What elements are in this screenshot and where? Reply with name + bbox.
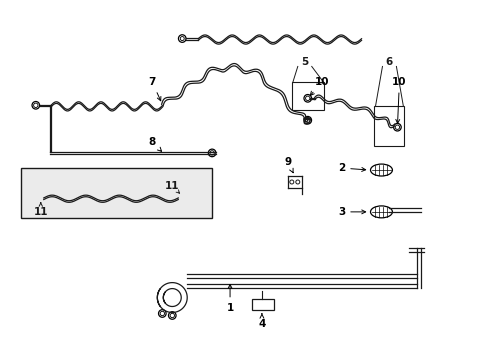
Text: 5: 5	[301, 58, 308, 67]
Text: 8: 8	[148, 137, 161, 151]
Text: 9: 9	[284, 157, 292, 173]
Bar	[251, 298, 273, 310]
Text: 4: 4	[258, 314, 265, 329]
Text: 6: 6	[385, 58, 392, 67]
Text: 10: 10	[391, 77, 406, 123]
Text: 2: 2	[337, 163, 365, 173]
Text: 7: 7	[148, 77, 161, 101]
Bar	[374, 106, 404, 146]
Text: 11: 11	[34, 207, 48, 217]
Text: 10: 10	[310, 77, 328, 95]
Text: 1: 1	[226, 284, 233, 312]
Bar	[21, 168, 212, 218]
Text: 3: 3	[337, 207, 365, 217]
Bar	[291, 82, 323, 110]
Text: 11: 11	[164, 181, 179, 191]
